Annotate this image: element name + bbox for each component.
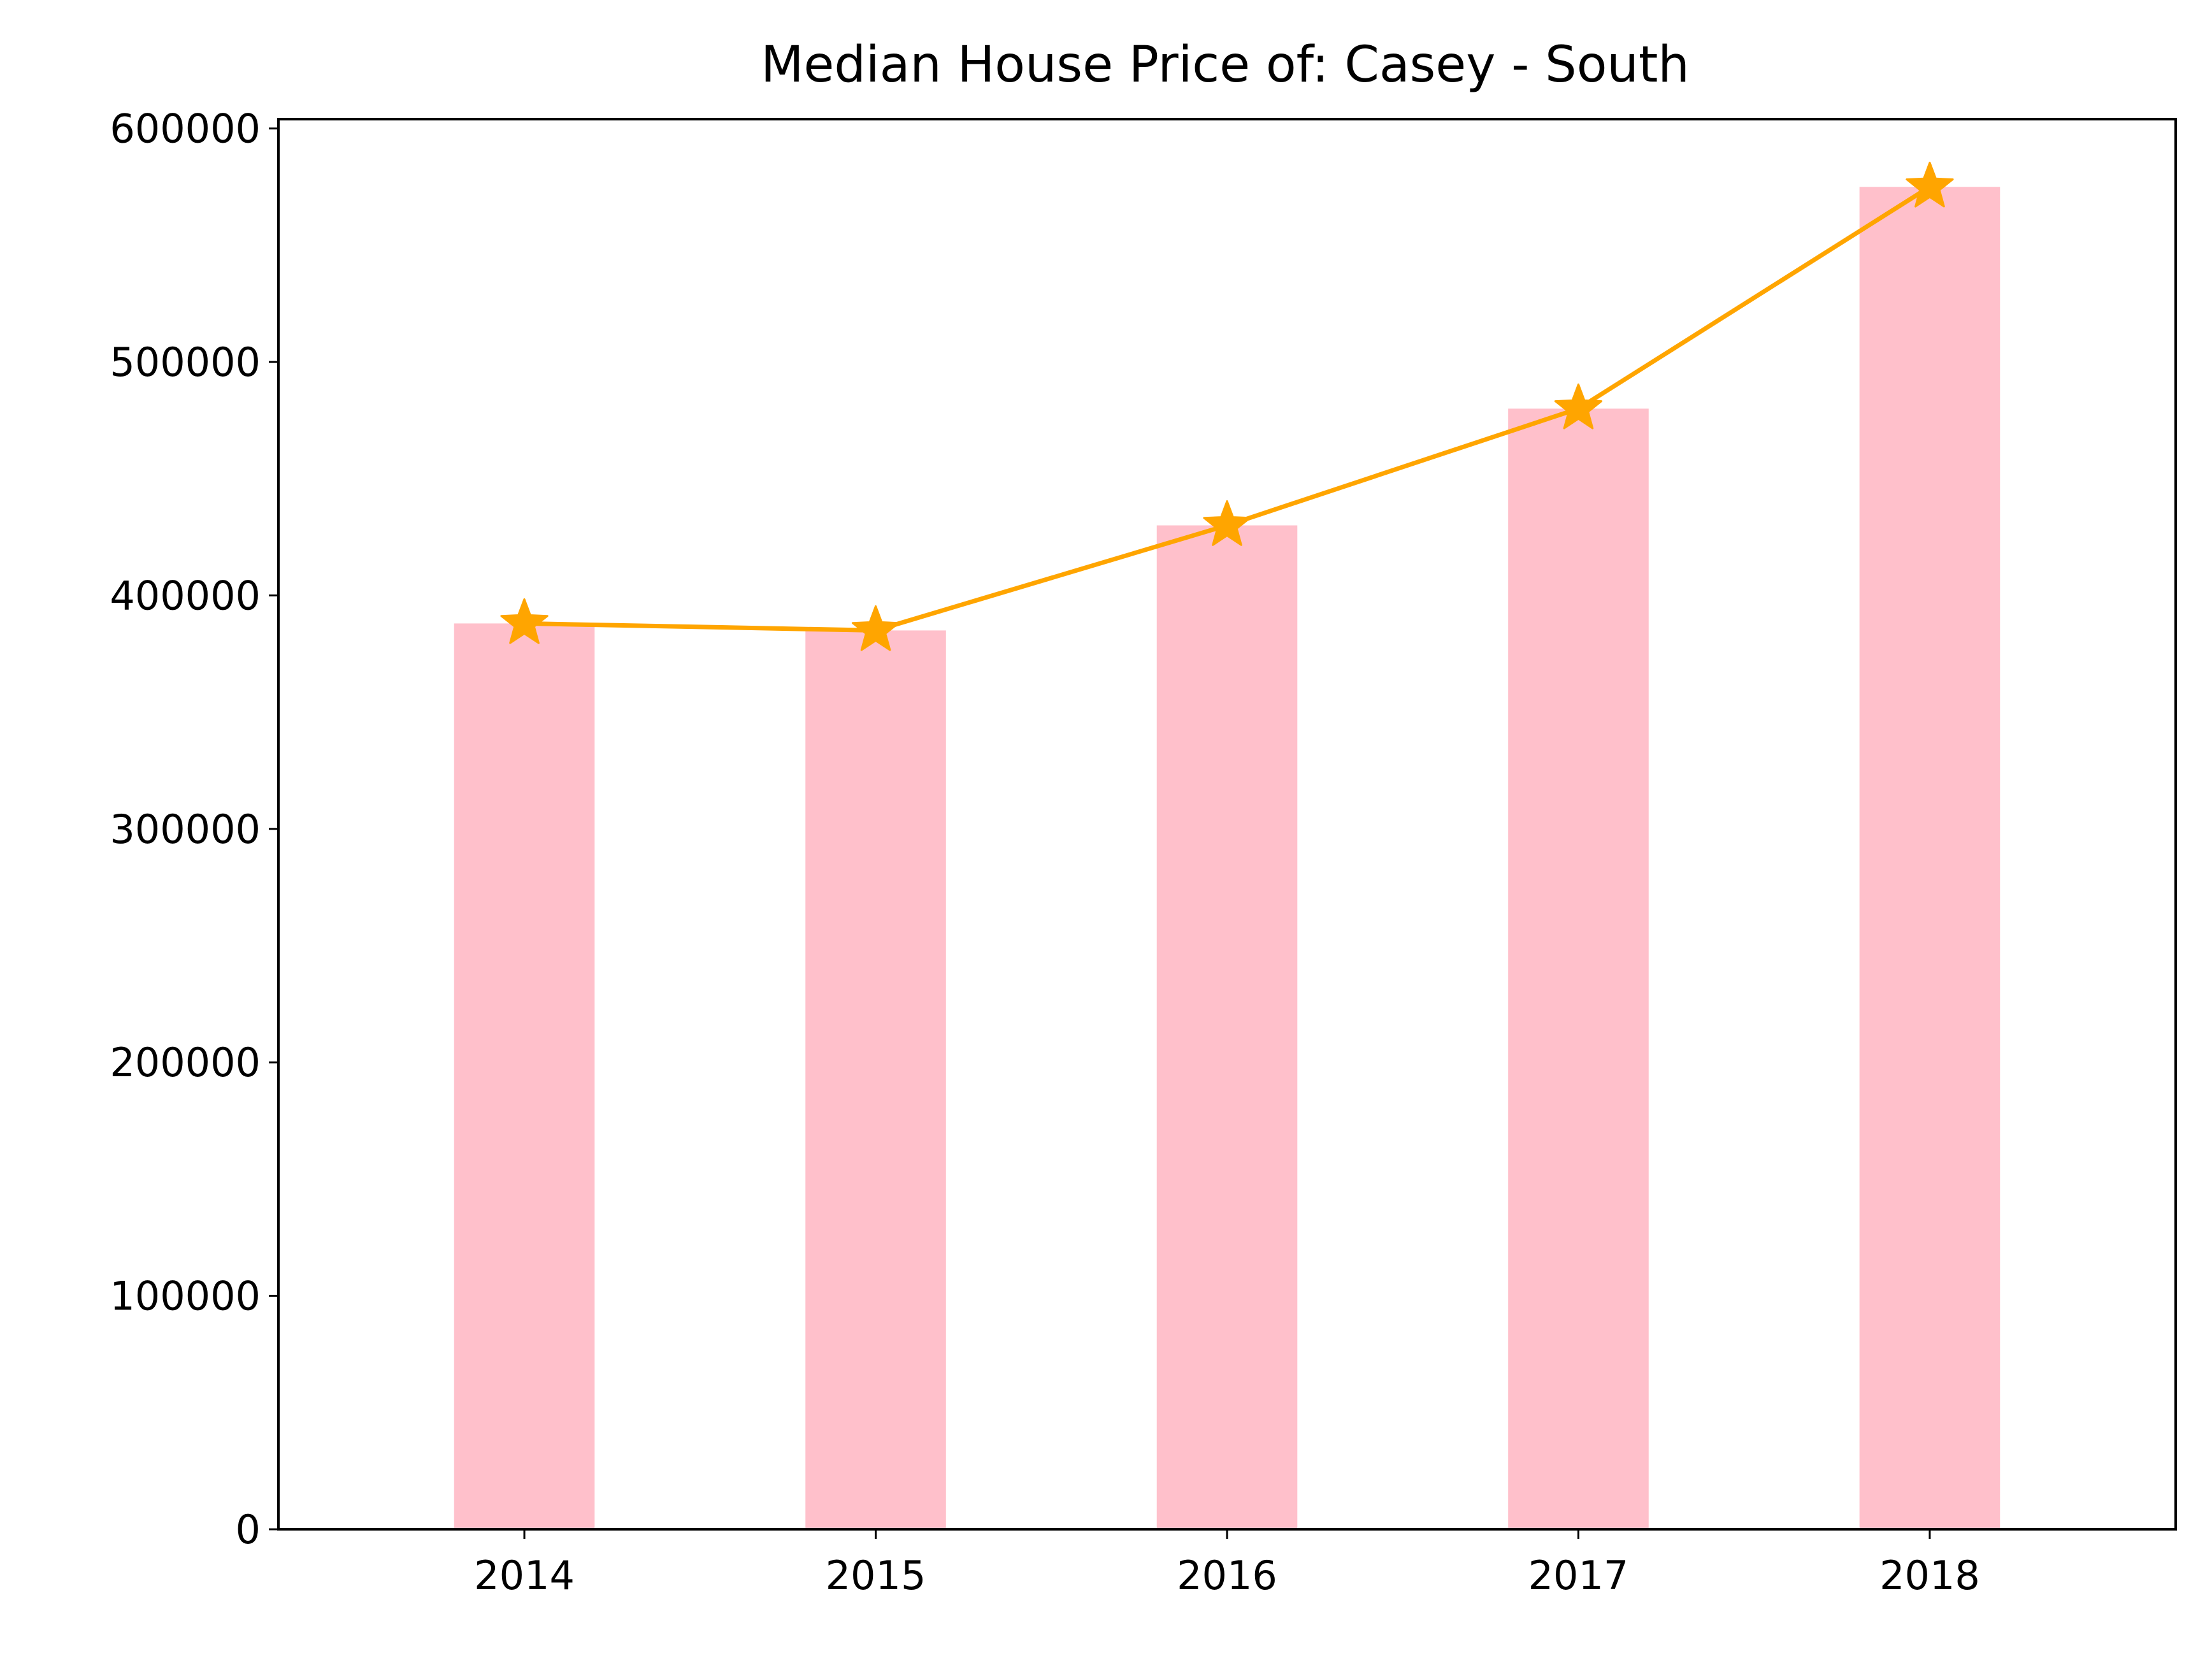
x-tick-label: 2018	[1879, 1552, 1980, 1599]
star-marker-2015	[851, 605, 900, 651]
x-tick-label: 2017	[1528, 1552, 1629, 1599]
y-tick-label: 300000	[110, 806, 261, 853]
star-marker-2018	[1906, 161, 1954, 208]
bar-2017	[1508, 408, 1649, 1530]
bar-2015	[805, 630, 946, 1529]
x-axis: 2014 2015 2016 2017 2018	[474, 1529, 1980, 1599]
x-tick-label: 2015	[826, 1552, 926, 1599]
y-tick-label: 200000	[110, 1039, 261, 1086]
plot-area	[277, 118, 2177, 1531]
markers-layer	[500, 161, 1954, 651]
bar-2018	[1859, 187, 2000, 1529]
chart-title: Median House Price of: Casey - South	[761, 36, 1690, 94]
bar-2016	[1156, 525, 1298, 1529]
y-tick-label: 100000	[110, 1273, 261, 1320]
x-tick-label: 2016	[1177, 1552, 1277, 1599]
y-tick-label: 0	[236, 1506, 261, 1553]
y-axis: 0 100000 200000 300000 400000 500000 600000	[110, 106, 278, 1553]
bars-layer	[454, 187, 2000, 1530]
star-marker-2017	[1554, 383, 1603, 429]
y-tick-label: 400000	[110, 572, 261, 619]
star-marker-2014	[500, 598, 549, 644]
bar-2014	[454, 623, 595, 1529]
y-tick-label: 500000	[110, 339, 261, 386]
star-marker-2016	[1203, 500, 1251, 546]
x-tick-label: 2014	[474, 1552, 575, 1599]
y-tick-label: 600000	[110, 106, 261, 152]
